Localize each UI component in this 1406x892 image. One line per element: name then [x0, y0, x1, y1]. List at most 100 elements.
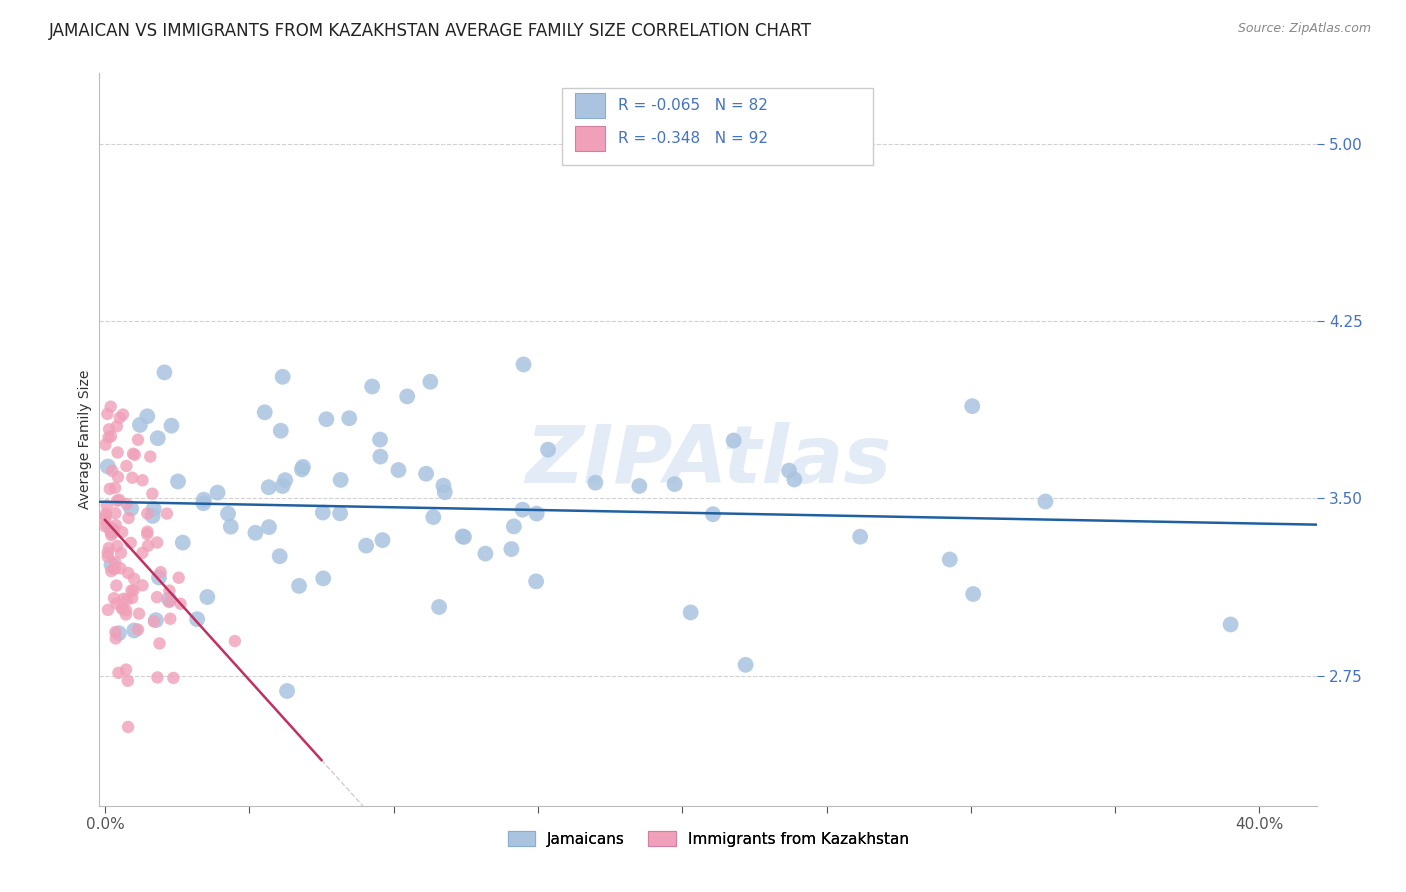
Point [124, 448, 146, 462]
Point [115, 607, 138, 622]
Point [288, 579, 311, 593]
Point [162, 671, 184, 685]
Point [108, 410, 131, 425]
FancyBboxPatch shape [575, 93, 605, 118]
Point [702, 507, 724, 521]
Text: R = -0.348   N = 92: R = -0.348 N = 92 [619, 131, 768, 145]
Point [120, 536, 142, 550]
Point [526, 507, 548, 521]
Point [94, 512, 117, 526]
Point [97, 603, 120, 617]
Point [104, 481, 127, 495]
Point [97, 541, 120, 555]
Point [1035, 494, 1057, 508]
Point [207, 485, 229, 500]
Text: R = -0.065   N = 82: R = -0.065 N = 82 [619, 98, 768, 112]
Point [128, 607, 150, 621]
Point [107, 665, 129, 680]
Point [415, 467, 437, 481]
Point [101, 524, 124, 538]
Point [97, 546, 120, 560]
Point [94, 437, 117, 451]
Point [257, 480, 280, 494]
Point [172, 535, 194, 549]
Point [96, 499, 118, 513]
Point [224, 634, 246, 648]
Text: Source: ZipAtlas.com: Source: ZipAtlas.com [1237, 22, 1371, 36]
Point [120, 501, 142, 516]
Point [329, 506, 352, 520]
Point [849, 530, 872, 544]
Point [94, 509, 117, 524]
Point [962, 587, 984, 601]
Point [131, 578, 153, 592]
Point [97, 549, 120, 564]
Point [97, 459, 120, 474]
Point [628, 479, 651, 493]
Point [270, 424, 292, 438]
Point [122, 572, 145, 586]
Point [141, 486, 163, 500]
Point [312, 506, 335, 520]
Point [122, 447, 145, 461]
Point [146, 590, 169, 604]
Point [115, 497, 138, 511]
Point [127, 433, 149, 447]
Point [149, 565, 172, 579]
Point [664, 477, 686, 491]
Point [122, 583, 145, 598]
Point [117, 720, 139, 734]
Point [104, 561, 127, 575]
Point [104, 632, 127, 646]
Point [291, 459, 314, 474]
Point [142, 615, 165, 629]
Point [312, 571, 335, 585]
Point [122, 624, 145, 638]
Point [734, 657, 756, 672]
Point [169, 597, 191, 611]
Point [148, 636, 170, 650]
Point [115, 663, 138, 677]
Point [108, 492, 131, 507]
Point [371, 533, 394, 548]
Point [160, 418, 183, 433]
Point [101, 464, 124, 478]
Point [115, 458, 138, 473]
Point [136, 539, 159, 553]
Point [100, 558, 122, 572]
Point [157, 595, 180, 609]
Point [396, 389, 419, 403]
Point [98, 422, 121, 436]
Point [136, 409, 159, 424]
Point [159, 612, 181, 626]
Legend: Jamaicans, Immigrants from Kazakhstan: Jamaicans, Immigrants from Kazakhstan [502, 825, 915, 853]
Point [146, 535, 169, 549]
Point [148, 570, 170, 584]
Point [104, 625, 127, 640]
Point [433, 485, 456, 500]
Point [1219, 617, 1241, 632]
Point [97, 430, 120, 444]
Point [108, 626, 131, 640]
Point [315, 412, 337, 426]
FancyBboxPatch shape [562, 87, 873, 164]
Point [110, 546, 132, 560]
Point [167, 475, 190, 489]
Point [679, 606, 702, 620]
Point [157, 592, 180, 607]
Point [193, 492, 215, 507]
Point [101, 526, 124, 541]
Point [186, 612, 208, 626]
Point [111, 602, 134, 616]
Point [142, 502, 165, 516]
Point [111, 525, 134, 540]
Point [103, 591, 125, 606]
Point [98, 482, 121, 496]
Point [337, 411, 360, 425]
Point [127, 623, 149, 637]
Point [97, 519, 120, 533]
Y-axis label: Average Family Size: Average Family Size [79, 369, 93, 509]
Point [105, 539, 128, 553]
Point [257, 520, 280, 534]
Point [368, 433, 391, 447]
